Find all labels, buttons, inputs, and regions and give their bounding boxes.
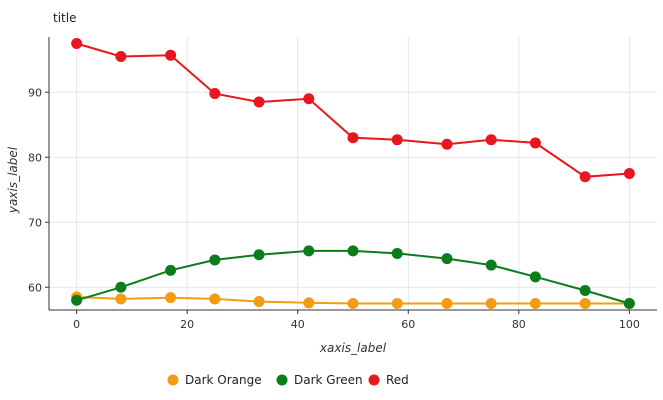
legend-item-red: Red bbox=[368, 373, 409, 387]
data-point-dark-orange bbox=[253, 296, 265, 308]
legend-label: Dark Green bbox=[294, 373, 363, 387]
data-point-dark-green bbox=[441, 253, 453, 265]
x-tick-label: 0 bbox=[73, 318, 80, 331]
data-point-dark-orange bbox=[529, 298, 541, 309]
data-point-red bbox=[579, 171, 591, 183]
series-layer bbox=[71, 38, 635, 309]
legend-label: Dark Orange bbox=[185, 373, 262, 387]
legend-item-dark-green: Dark Green bbox=[276, 373, 363, 387]
data-point-dark-green bbox=[485, 259, 497, 271]
data-point-red bbox=[441, 138, 453, 150]
data-point-dark-green bbox=[253, 249, 265, 261]
x-tick-label: 60 bbox=[401, 318, 415, 331]
data-point-dark-green bbox=[165, 264, 177, 276]
data-point-red bbox=[347, 132, 359, 144]
data-point-red bbox=[165, 49, 177, 61]
data-point-dark-orange bbox=[115, 293, 127, 305]
data-point-dark-orange bbox=[579, 298, 591, 309]
data-point-dark-green bbox=[623, 298, 635, 309]
x-tick-label: 20 bbox=[180, 318, 194, 331]
data-point-dark-green bbox=[115, 281, 127, 293]
data-point-red bbox=[391, 134, 403, 146]
legend-swatch bbox=[368, 374, 380, 386]
data-point-dark-orange bbox=[485, 298, 497, 309]
axes: 60 70 80 90 0 20 40 60 80 100 bbox=[28, 37, 657, 331]
data-point-dark-green bbox=[71, 294, 83, 306]
data-point-dark-green bbox=[529, 271, 541, 283]
chart-title: title bbox=[53, 11, 76, 25]
legend: Dark Orange Dark Green Red bbox=[167, 373, 409, 387]
y-tick-label: 60 bbox=[28, 281, 42, 294]
data-point-red bbox=[115, 51, 127, 62]
x-tick-label: 80 bbox=[512, 318, 526, 331]
grid bbox=[49, 37, 657, 310]
data-point-red bbox=[209, 88, 221, 100]
data-point-red bbox=[71, 38, 83, 49]
data-point-red bbox=[485, 134, 497, 146]
legend-label: Red bbox=[386, 373, 409, 387]
data-point-red bbox=[529, 137, 541, 149]
series-line-dark-green bbox=[76, 249, 630, 305]
data-point-dark-orange bbox=[303, 297, 315, 309]
data-point-dark-green bbox=[303, 245, 315, 257]
legend-swatch bbox=[167, 374, 179, 386]
legend-swatch bbox=[276, 374, 288, 386]
data-point-dark-orange bbox=[165, 292, 177, 304]
data-point-dark-green bbox=[579, 285, 591, 296]
y-tick-label: 70 bbox=[28, 216, 42, 229]
data-point-dark-orange bbox=[347, 298, 359, 309]
data-point-red bbox=[623, 168, 635, 179]
x-tick-label: 40 bbox=[291, 318, 305, 331]
data-point-dark-green bbox=[391, 247, 403, 259]
x-tick-label: 100 bbox=[619, 318, 640, 331]
y-tick-label: 90 bbox=[28, 86, 42, 99]
data-point-red bbox=[253, 96, 265, 108]
data-point-dark-orange bbox=[209, 293, 221, 305]
data-point-dark-orange bbox=[391, 298, 403, 309]
data-point-dark-green bbox=[347, 245, 359, 257]
data-point-red bbox=[303, 93, 315, 105]
data-point-dark-orange bbox=[441, 298, 453, 309]
y-axis-label: yaxis_label bbox=[6, 146, 20, 214]
x-axis-label: xaxis_label bbox=[319, 341, 387, 355]
y-tick-label: 80 bbox=[28, 151, 42, 164]
data-point-dark-green bbox=[209, 254, 221, 266]
legend-item-dark-orange: Dark Orange bbox=[167, 373, 262, 387]
